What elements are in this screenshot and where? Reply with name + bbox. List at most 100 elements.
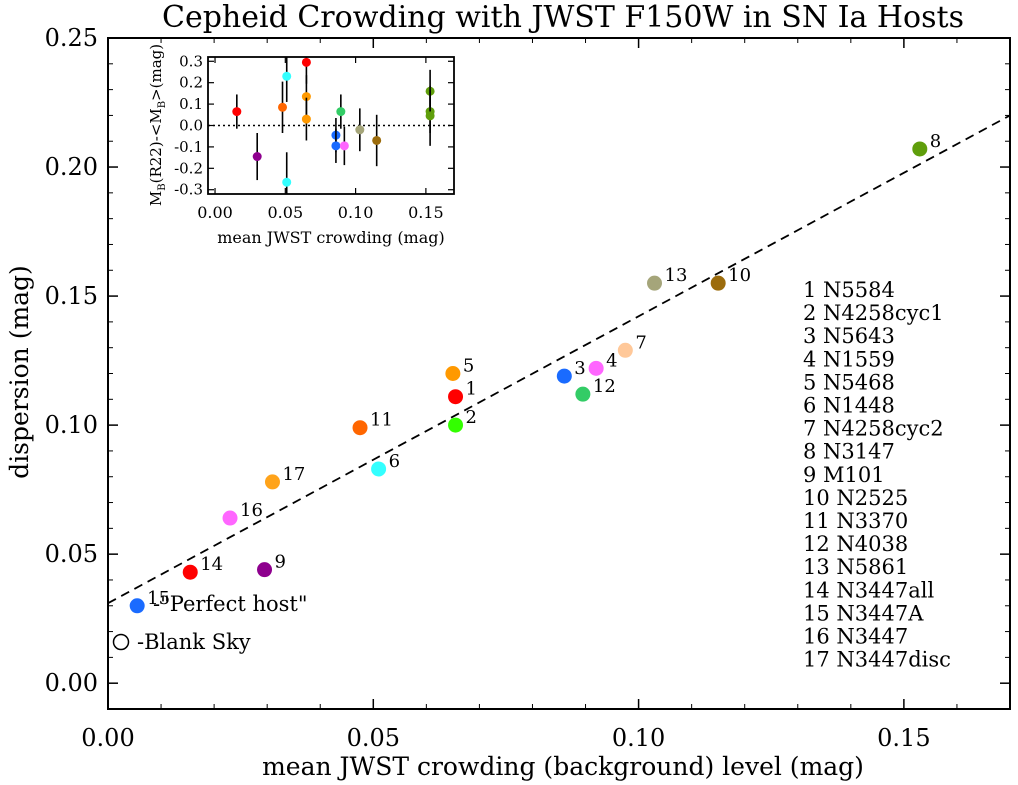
x-tick-label: 0.10 bbox=[612, 724, 665, 752]
data-point-label-5: 5 bbox=[463, 356, 474, 377]
y-tick-label: 0.00 bbox=[45, 669, 98, 697]
legend-entry: 2 N4258cyc1 bbox=[803, 301, 944, 325]
legend-entry: 8 N3147 bbox=[803, 440, 895, 464]
data-point-1 bbox=[448, 389, 464, 405]
inset-data-point bbox=[336, 107, 346, 117]
legend-entry: 13 N5861 bbox=[803, 555, 908, 579]
x-axis-label: mean JWST crowding (background) level (m… bbox=[262, 752, 864, 781]
blank-sky-marker bbox=[112, 633, 130, 651]
data-point-15 bbox=[129, 598, 145, 614]
data-point-label-1: 1 bbox=[466, 379, 477, 400]
data-point-label-12: 12 bbox=[593, 376, 616, 397]
inset-x-axis: 0.00 0.05 0.10 0.15 bbox=[197, 57, 444, 222]
legend-entry: 1 N5584 bbox=[803, 278, 895, 302]
legend-entry: 9 M101 bbox=[803, 463, 885, 487]
inset-data-point bbox=[278, 102, 288, 112]
data-point-label-4: 4 bbox=[606, 350, 617, 371]
y-axis: 0.00 0.05 0.10 0.15 0.20 0.2 5 bbox=[45, 24, 1010, 697]
inset-data-point bbox=[282, 71, 292, 81]
x-axis: 0.00 0.05 0.10 0.15 bbox=[81, 38, 958, 752]
legend-entry: 6 N1448 bbox=[803, 394, 895, 418]
data-point-label-9: 9 bbox=[275, 552, 286, 573]
data-point-label-2: 2 bbox=[466, 407, 477, 428]
legend-entry: 14 N3447all bbox=[803, 578, 934, 602]
data-point-label-10: 10 bbox=[728, 265, 751, 286]
legend-entry: 15 N3447A bbox=[803, 601, 924, 625]
inset-data-point bbox=[301, 57, 311, 67]
inset-data-point bbox=[331, 141, 341, 151]
inset-data-point bbox=[425, 111, 435, 121]
data-point-9 bbox=[257, 562, 273, 578]
chart-title: Cepheid Crowding with JWST F150W in SN I… bbox=[162, 0, 964, 35]
legend-entry: 17 N3447disc bbox=[803, 648, 951, 672]
legend-entry: 10 N2525 bbox=[803, 486, 908, 510]
fit-line bbox=[107, 114, 1011, 604]
x-tick-label: 0.15 bbox=[877, 724, 930, 752]
inset-data-point bbox=[301, 114, 311, 124]
y-axis-label: dispersion (mag) bbox=[5, 265, 34, 479]
x-tick-label: 0.00 bbox=[81, 724, 134, 752]
data-point-2 bbox=[448, 417, 464, 433]
data-point-label-3: 3 bbox=[574, 358, 585, 379]
data-point-label-11: 11 bbox=[370, 410, 393, 431]
data-point-label-8: 8 bbox=[930, 131, 941, 152]
data-point-12 bbox=[575, 386, 591, 402]
y-tick-label: 0.20 bbox=[45, 153, 98, 181]
inset-data-point bbox=[252, 152, 262, 162]
inset-y-tick-label: 0.2 bbox=[179, 74, 203, 92]
inset-data-point bbox=[282, 177, 292, 187]
inset-y-axis: 0.3 0.2 0.1 0.0 -0.1 -0.2 -0.3 bbox=[174, 52, 454, 199]
data-point-11 bbox=[352, 420, 368, 436]
data-point-7 bbox=[617, 342, 633, 358]
inset-y-tick-label: 0.3 bbox=[179, 52, 203, 70]
legend-entry: 5 N5468 bbox=[803, 370, 895, 394]
blank-sky-label: -Blank Sky bbox=[137, 630, 251, 654]
x-tick-label: 0.05 bbox=[347, 724, 400, 752]
inset-x-axis-label: mean JWST crowding (mag) bbox=[217, 228, 445, 247]
data-point-13 bbox=[647, 275, 663, 291]
data-point-label-13: 13 bbox=[665, 265, 688, 286]
inset-y-tick-label: 0.0 bbox=[179, 117, 203, 135]
y-tick-label: 0.15 bbox=[45, 282, 98, 310]
legend-entry: 11 N3370 bbox=[803, 509, 908, 533]
data-point-label-16: 16 bbox=[240, 500, 263, 521]
data-point-16 bbox=[222, 510, 238, 526]
data-point-5 bbox=[445, 366, 461, 381]
data-point-4 bbox=[588, 360, 604, 376]
inset-y-axis-label: MB(R22)-<MB>(mag) bbox=[147, 44, 168, 206]
perfect-host-label: -"Perfect host" bbox=[153, 592, 308, 616]
data-point-label-6: 6 bbox=[389, 451, 400, 472]
data-point-label-14: 14 bbox=[200, 554, 223, 575]
inset-data-points bbox=[232, 57, 435, 194]
inset-x-tick-label: 0.05 bbox=[268, 203, 304, 222]
legend-entry: 16 N3447 bbox=[803, 625, 908, 649]
legend-entry: 4 N1559 bbox=[803, 347, 895, 371]
inset-chart: 0.00 0.05 0.10 0.15 0.3 0.2 0.1 0.0 -0.1 -0.2 -0.… bbox=[147, 44, 455, 247]
inset-y-tick-label: -0.3 bbox=[174, 181, 203, 199]
inset-x-tick-label: 0.00 bbox=[197, 203, 233, 222]
inset-data-point bbox=[372, 135, 382, 145]
perfect-host-annotation: -"Perfect host" bbox=[153, 592, 308, 616]
inset-x-tick-label: 0.10 bbox=[338, 203, 374, 222]
data-point-3 bbox=[556, 368, 572, 384]
y-tick-label: 0.10 bbox=[45, 411, 98, 439]
inset-data-point bbox=[339, 141, 349, 151]
data-point-10 bbox=[710, 275, 726, 291]
inset-y-tick-label: -0.1 bbox=[174, 138, 203, 156]
data-point-label-7: 7 bbox=[635, 332, 646, 353]
data-point-6 bbox=[371, 461, 387, 477]
inset-y-tick-label: -0.2 bbox=[174, 159, 203, 177]
inset-data-point bbox=[355, 125, 365, 135]
data-point-17 bbox=[264, 474, 280, 490]
y-tick-label: 0.05 bbox=[45, 540, 98, 568]
data-point-8 bbox=[912, 141, 928, 157]
inset-x-tick-label: 0.15 bbox=[408, 203, 444, 222]
legend-entry: 3 N5643 bbox=[803, 324, 895, 348]
legend-entry: 7 N4258cyc2 bbox=[803, 417, 944, 441]
legend-entry: 12 N4038 bbox=[803, 532, 908, 556]
data-point-label-17: 17 bbox=[282, 464, 305, 485]
inset-data-point bbox=[301, 92, 311, 102]
